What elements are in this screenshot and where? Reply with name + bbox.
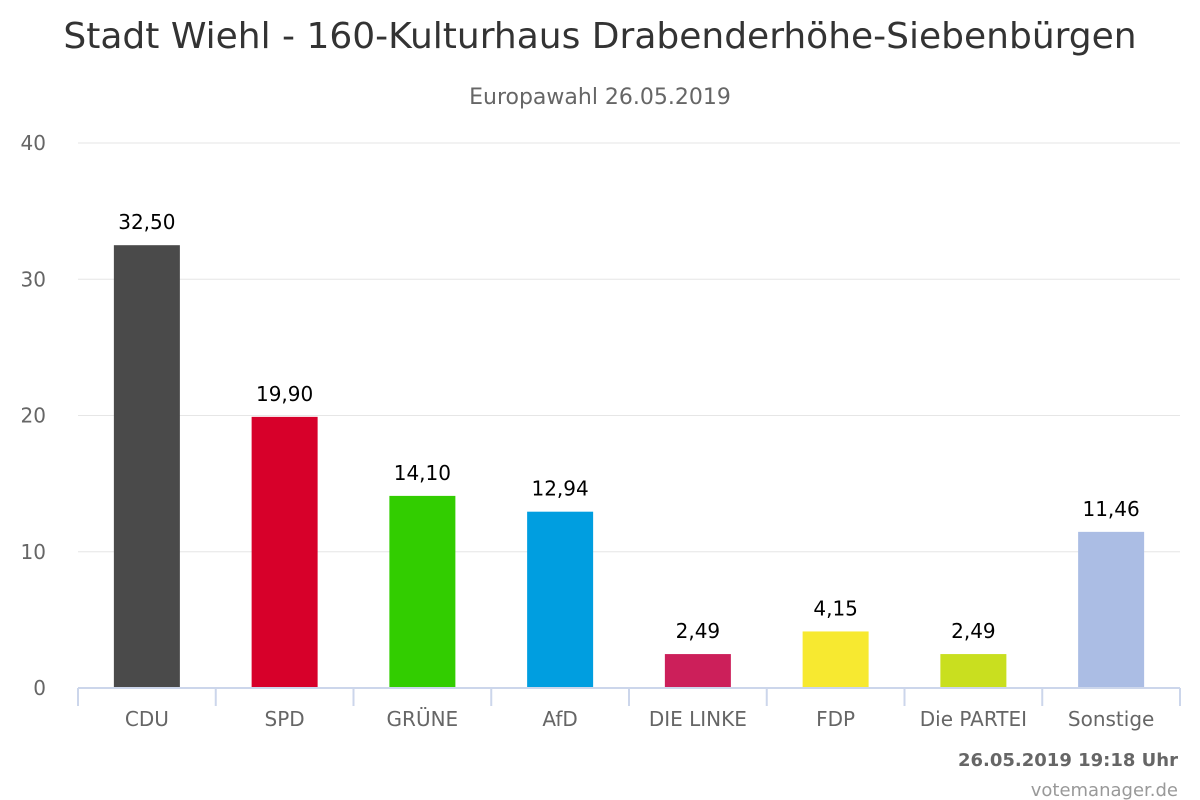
timestamp: 26.05.2019 19:18 Uhr [958, 750, 1178, 771]
bar-fdp[interactable] [802, 631, 869, 688]
y-tick-label: 30 [21, 267, 46, 291]
x-tick-label: Sonstige [1068, 707, 1154, 731]
x-tick-label: GRÜNE [387, 707, 459, 731]
bars [113, 245, 1145, 688]
bar-afd[interactable] [527, 511, 594, 688]
grid-lines [78, 142, 1180, 553]
data-label: 2,49 [951, 619, 996, 643]
y-tick-label: 20 [21, 404, 46, 428]
x-tick-label: DIE LINKE [649, 707, 747, 731]
data-label: 11,46 [1082, 497, 1139, 521]
bar-die-partei[interactable] [940, 654, 1007, 688]
credits-link[interactable]: votemanager.de [1031, 780, 1178, 800]
chart-title: Stadt Wiehl - 160-Kulturhaus Drabenderhö… [63, 16, 1136, 57]
data-labels: 32,50 19,90 14,10 12,94 2,49 4,15 2,49 11,46 [118, 210, 1140, 643]
data-label: 32,50 [118, 210, 175, 234]
bar-die-linke[interactable] [664, 654, 731, 688]
chart-subtitle: Europawahl 26.05.2019 [469, 85, 731, 110]
bar-cdu[interactable] [113, 245, 180, 688]
x-tick-label: Die PARTEI [920, 707, 1027, 731]
x-tick-label: FDP [816, 707, 855, 731]
bar-grüne[interactable] [389, 495, 456, 688]
y-tick-label: 40 [21, 131, 46, 155]
x-tick-label: CDU [125, 707, 169, 731]
data-label: 12,94 [531, 477, 588, 501]
bar-spd[interactable] [251, 416, 318, 688]
x-axis: CDU SPD GRÜNE AfD DIE LINKE FDP Die PARTEI Sons… [77, 687, 1181, 731]
y-axis-ticks: 0 10 20 30 40 [21, 131, 46, 700]
data-label: 2,49 [676, 619, 721, 643]
bar-sonstige[interactable] [1078, 531, 1145, 688]
x-tick-label: AfD [542, 707, 577, 731]
data-label: 14,10 [394, 461, 451, 485]
data-label: 19,90 [256, 382, 313, 406]
y-tick-label: 0 [33, 676, 46, 700]
y-tick-label: 10 [21, 540, 46, 564]
x-tick-label: SPD [265, 707, 305, 731]
data-label: 4,15 [813, 596, 858, 620]
